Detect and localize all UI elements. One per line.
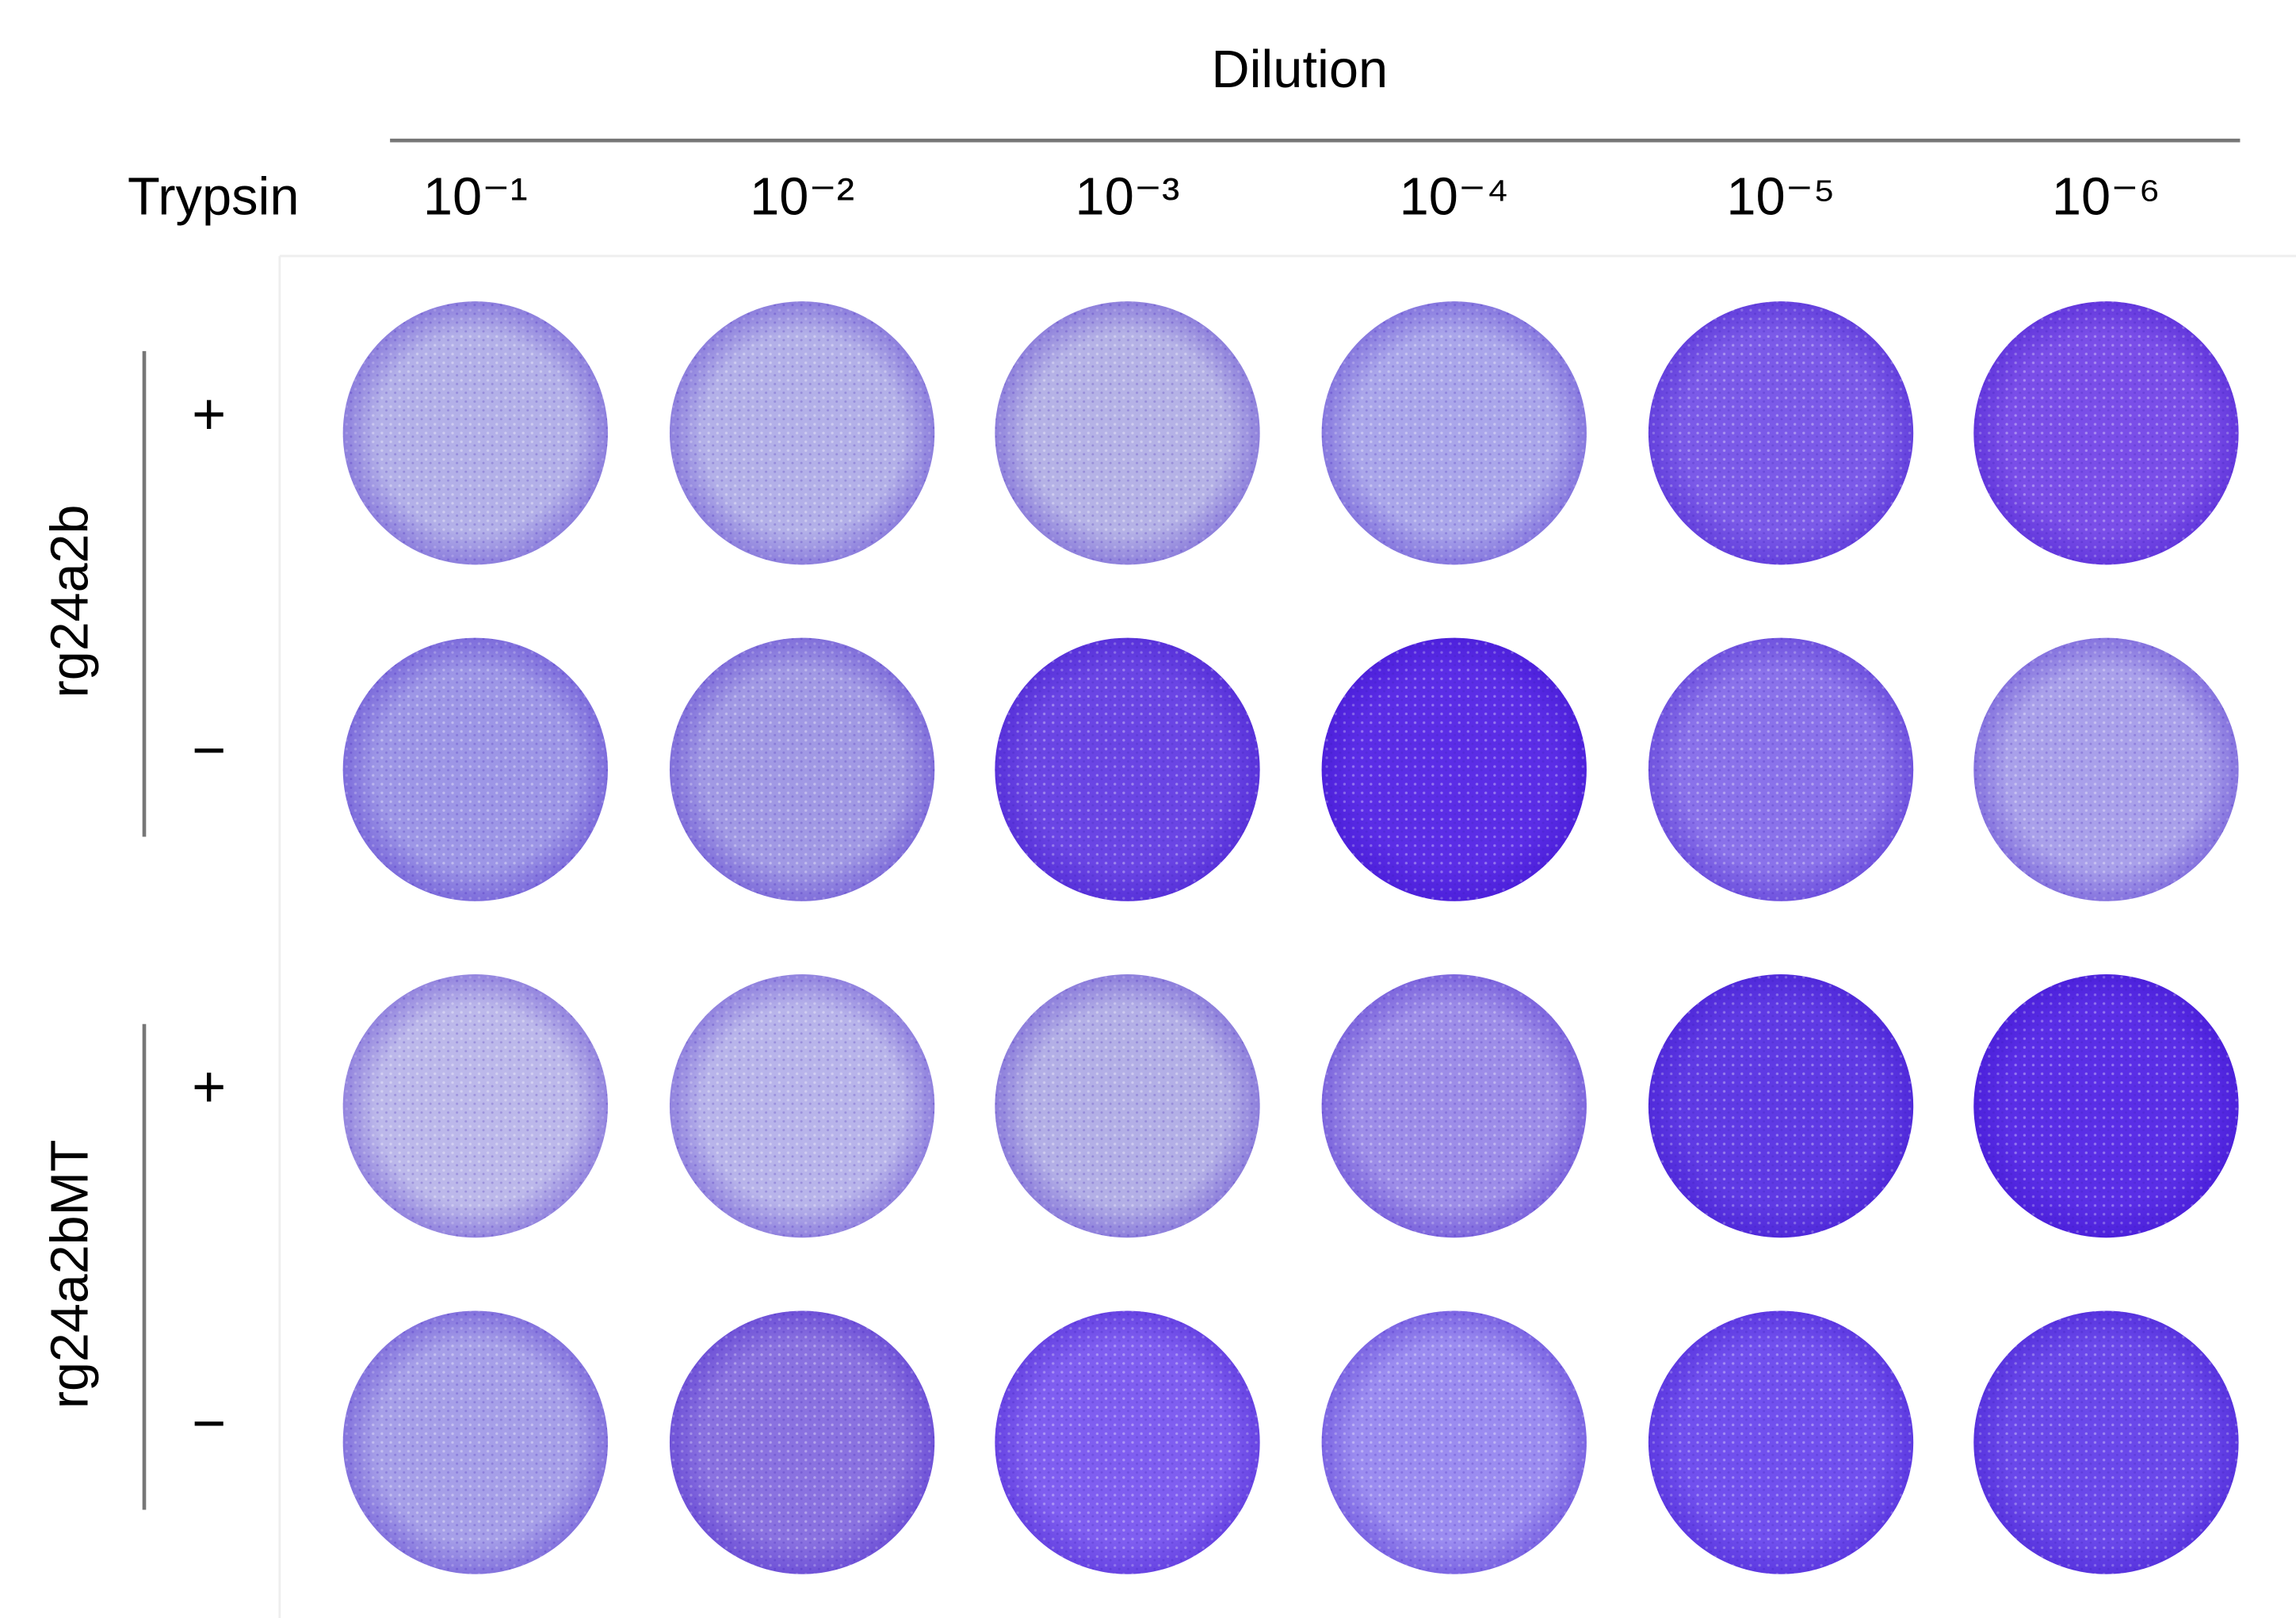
plate-rim xyxy=(342,1310,608,1574)
plate-rim xyxy=(995,301,1260,565)
trypsin-sign: + xyxy=(192,1054,226,1119)
dilution-label: 10⁻³ xyxy=(1075,168,1180,227)
plate-rim xyxy=(1648,974,1914,1238)
plate-rim xyxy=(995,1310,1260,1574)
plate-rim xyxy=(1973,1310,2239,1574)
dilution-label: 10⁻⁶ xyxy=(2052,168,2160,227)
dilution-label: 10⁻⁵ xyxy=(1726,168,1835,227)
dilution-label: 10⁻¹ xyxy=(423,168,528,227)
plate-rim xyxy=(1321,301,1587,565)
dilution-label: 10⁻⁴ xyxy=(1400,168,1509,227)
group-label: rg24a2bMT xyxy=(40,1140,99,1410)
trypsin-sign: − xyxy=(192,1390,226,1456)
plate-rim xyxy=(1321,974,1587,1238)
plate-rim xyxy=(1973,637,2239,901)
plate-rim xyxy=(1321,1310,1587,1574)
plate-rim xyxy=(1973,301,2239,565)
plate-rim xyxy=(342,974,608,1238)
plate-rim xyxy=(995,974,1260,1238)
trypsin-sign: + xyxy=(192,381,226,446)
plate-rim xyxy=(669,301,935,565)
plate-rim xyxy=(1648,1310,1914,1574)
plate-rim xyxy=(995,637,1260,901)
plate-rim xyxy=(342,301,608,565)
plate-rim xyxy=(1321,637,1587,901)
dilution-label: 10⁻² xyxy=(750,168,854,227)
plate-rim xyxy=(669,1310,935,1574)
row-header: Trypsin xyxy=(128,168,300,227)
plate-rim xyxy=(1973,974,2239,1238)
trypsin-sign: − xyxy=(192,717,226,783)
plate-rim xyxy=(669,637,935,901)
plate-rim xyxy=(342,637,608,901)
plate-rim xyxy=(669,974,935,1238)
title: Dilution xyxy=(1211,40,1388,99)
plate-rim xyxy=(1648,301,1914,565)
group-label: rg24a2b xyxy=(40,505,99,698)
plate-rim xyxy=(1648,637,1914,901)
plates xyxy=(342,301,2239,1574)
